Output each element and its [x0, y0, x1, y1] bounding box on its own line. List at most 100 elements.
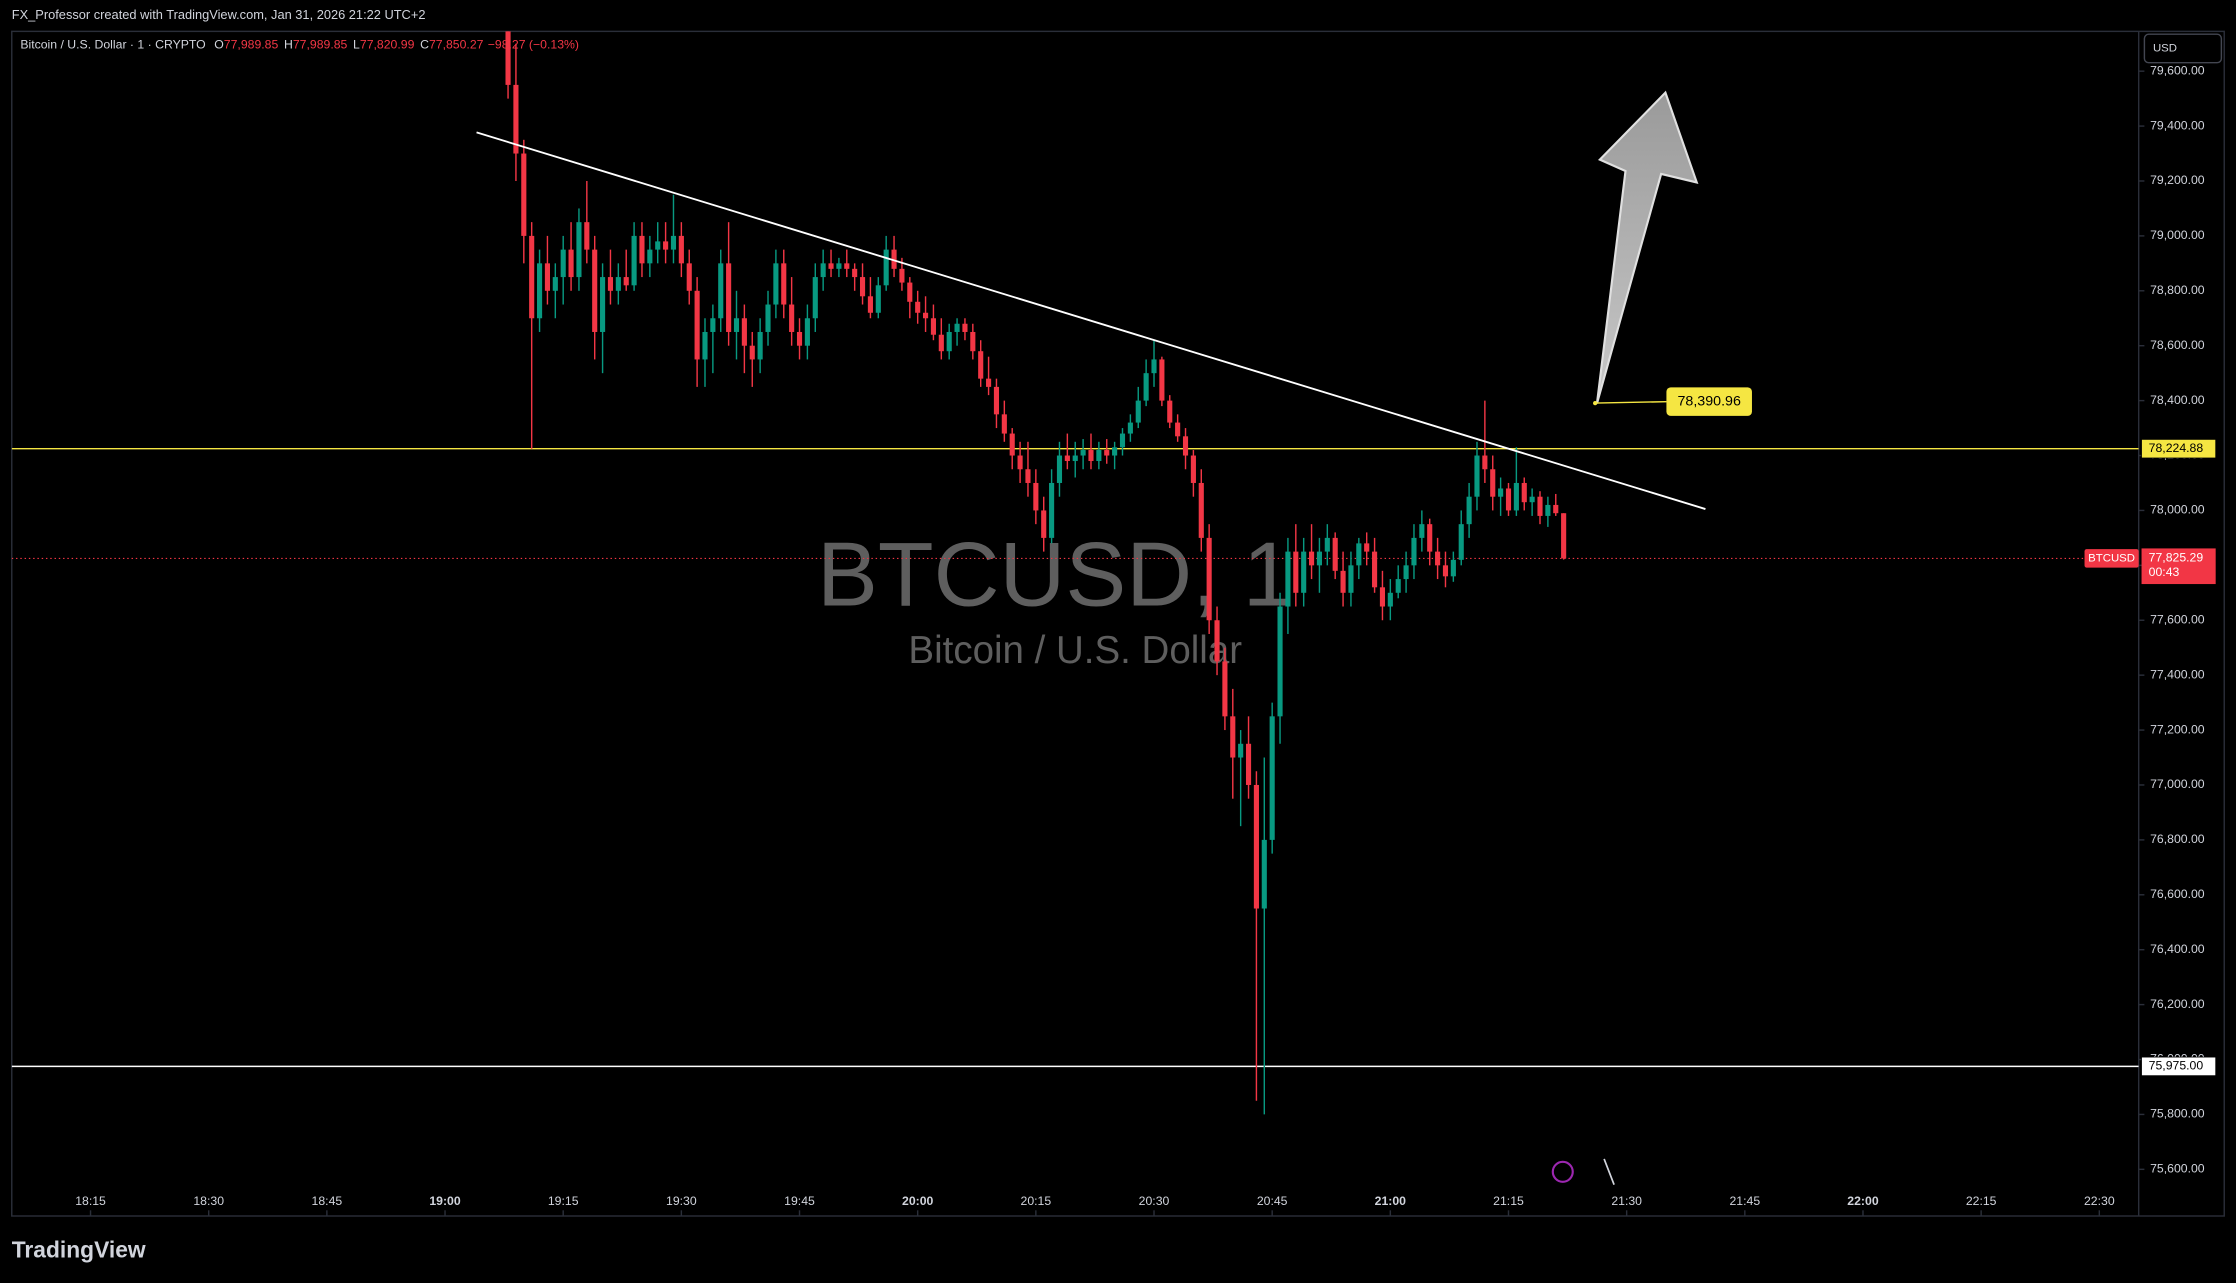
candle-body: [1167, 400, 1173, 423]
y-tick-label: 76,600.00: [2150, 887, 2205, 901]
trendline: [476, 131, 1706, 510]
legend-value: 77,989.85: [224, 38, 279, 52]
x-tick-label: 19:30: [666, 1194, 697, 1208]
y-tick-label: 77,600.00: [2150, 612, 2205, 626]
y-tick-label: 77,400.00: [2150, 667, 2205, 681]
candle-body: [852, 268, 858, 278]
candle-body: [1419, 524, 1425, 538]
candle-body: [749, 345, 755, 360]
candle-body: [1041, 510, 1047, 538]
candle-body: [1245, 743, 1252, 785]
candle-body: [1143, 373, 1149, 401]
candle-body: [615, 277, 621, 291]
candle-body: [1340, 570, 1346, 593]
x-tick-label: 22:15: [1966, 1194, 1997, 1208]
y-tick-label: 78,800.00: [2150, 283, 2205, 297]
x-tick-label: 20:15: [1021, 1194, 1052, 1208]
candle-body: [584, 222, 590, 250]
x-tick-label: 21:45: [1729, 1194, 1760, 1208]
candle-body: [867, 296, 873, 313]
y-tick-label: 76,400.00: [2150, 942, 2205, 956]
candle-body: [1316, 551, 1322, 566]
watermark-description: Bitcoin / U.S. Dollar: [908, 629, 1242, 672]
candle-body: [970, 331, 976, 352]
x-tick-label: 19:00: [429, 1194, 461, 1208]
candle-body: [938, 334, 944, 352]
candle-body: [1017, 455, 1023, 470]
candle-body: [639, 235, 645, 264]
candle-body: [1435, 551, 1441, 566]
candle-body: [600, 277, 606, 332]
candle-body: [576, 222, 582, 278]
candle-body: [1072, 455, 1078, 462]
candle-body: [1104, 450, 1110, 456]
hline-label-box: [2141, 439, 2217, 459]
x-tick-label: 20:45: [1257, 1194, 1288, 1208]
candle-body: [1056, 455, 1063, 483]
callout-point: [1593, 400, 1598, 406]
y-tick-label: 78,000.00: [2150, 503, 2205, 517]
candle-body: [1442, 565, 1449, 577]
candle-body: [978, 351, 984, 379]
last-price-symbol: BTCUSD: [2088, 552, 2135, 564]
candle-body: [1253, 784, 1259, 909]
watermark-symbol: BTCUSD, 1: [817, 524, 1293, 626]
candle-body: [1490, 469, 1496, 497]
candle-body: [962, 323, 968, 332]
last-price-symbol-box: [2084, 549, 2139, 568]
candle-body: [915, 301, 921, 313]
candle-body: [883, 249, 889, 286]
candle-body: [741, 318, 747, 346]
last-price-box: [2141, 548, 2216, 585]
candle-body: [1230, 716, 1236, 758]
candle-body: [1119, 433, 1126, 448]
plot: [11, 31, 2139, 1115]
legend-key: O: [214, 38, 224, 52]
x-tick-label: 22:30: [2084, 1194, 2115, 1208]
candle-body: [1088, 450, 1094, 462]
candle-body: [710, 318, 716, 332]
last-price-label: 77,825.29: [2149, 551, 2204, 565]
candle-body: [607, 277, 614, 291]
callout-leader: [1595, 400, 1667, 404]
candle-body: [1214, 620, 1220, 662]
frame: [11, 30, 2225, 1217]
candle-body: [1009, 433, 1015, 456]
x-tick-label: 21:00: [1375, 1194, 1407, 1208]
candle-body: [1450, 559, 1456, 577]
candle-body: [560, 249, 566, 278]
y-tick-label: 76,800.00: [2150, 832, 2205, 846]
y-tick-label: 75,800.00: [2150, 1107, 2205, 1121]
hline-label: 78,224.88: [2149, 441, 2204, 455]
candle-body: [1269, 716, 1275, 840]
candle-body: [529, 235, 535, 319]
x-tick-label: 21:30: [1611, 1194, 1642, 1208]
candle-body: [505, 31, 511, 85]
candle-body: [1387, 592, 1393, 607]
candle-body: [820, 263, 826, 278]
candle-body: [631, 235, 637, 286]
candle-body: [686, 263, 692, 291]
x-tick-label: 18:45: [312, 1194, 343, 1208]
legend-value: 77,820.99: [360, 38, 415, 52]
y-tick-label: 78,400.00: [2150, 393, 2205, 407]
candle-body: [718, 263, 724, 319]
candle-body: [1127, 422, 1133, 434]
candle-body: [1096, 450, 1102, 462]
candle-body: [1372, 551, 1378, 588]
legend-key: C: [420, 38, 429, 52]
candle-body: [1324, 537, 1330, 552]
candle-body: [694, 290, 700, 360]
currency-button[interactable]: [2143, 33, 2223, 64]
candle-body: [930, 318, 936, 335]
y-tick-label: 79,400.00: [2150, 118, 2205, 132]
candle-body: [899, 268, 905, 283]
candle-body: [1458, 524, 1464, 560]
replay-icon: [1551, 1158, 1615, 1185]
currency[interactable]: USD: [2153, 42, 2177, 54]
symbol-line: Bitcoin / U.S. Dollar · 1 · CRYPTO: [20, 38, 205, 52]
candle-body: [1411, 537, 1417, 566]
y-tick-label: 78,600.00: [2150, 338, 2205, 352]
candle-body: [789, 304, 795, 332]
